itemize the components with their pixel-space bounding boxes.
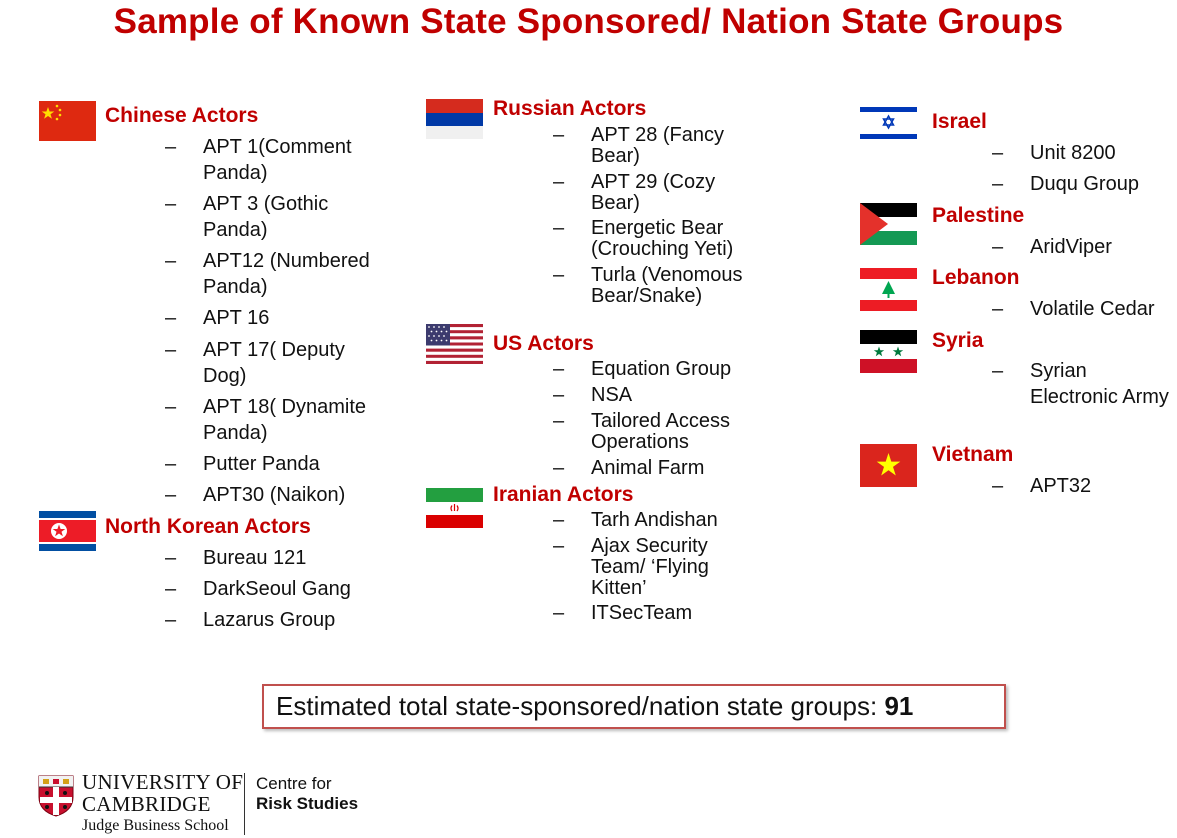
- israel-flag-icon: [860, 104, 917, 142]
- north-korea-flag-icon: [39, 511, 96, 551]
- total-estimate-label: Estimated total state-sponsored/nation s…: [276, 691, 885, 721]
- usa-flag-icon: [426, 324, 483, 364]
- group-heading-russian: Russian Actors: [493, 97, 647, 120]
- lebanon-flag-icon: [860, 268, 917, 311]
- logo-divider: [244, 773, 245, 835]
- palestine-flag-icon: [860, 203, 917, 245]
- russia-flag-icon: [426, 99, 483, 139]
- vietnam-flag-icon: [860, 444, 917, 487]
- university-name-line2: CAMBRIDGE: [82, 792, 211, 816]
- group-heading-iranian: Iranian Actors: [493, 483, 634, 506]
- total-estimate-value: 91: [884, 691, 914, 721]
- school-name: Judge Business School: [82, 817, 229, 834]
- group-heading-us: US Actors: [493, 332, 594, 355]
- group-heading-north-korean: North Korean Actors: [105, 515, 311, 538]
- group-heading-chinese: Chinese Actors: [105, 104, 259, 127]
- cambridge-crest-icon: [38, 775, 74, 817]
- university-name-line1: UNIVERSITY OF: [82, 770, 244, 794]
- group-heading-israel: Israel: [932, 110, 987, 133]
- group-heading-palestine: Palestine: [932, 204, 1025, 227]
- footer-logo: UNIVERSITY OF CAMBRIDGE Judge Business S…: [38, 771, 368, 837]
- page-title: Sample of Known State Sponsored/ Nation …: [113, 2, 1064, 41]
- group-heading-lebanon: Lebanon: [932, 266, 1020, 289]
- centre-name-line2: Risk Studies: [256, 794, 359, 813]
- iran-flag-icon: [426, 488, 483, 528]
- china-flag-icon: [39, 101, 96, 141]
- syria-flag-icon: [860, 330, 917, 373]
- group-heading-syria: Syria: [932, 329, 984, 352]
- centre-name-line1: Centre for: [256, 774, 332, 793]
- group-heading-vietnam: Vietnam: [932, 443, 1014, 466]
- total-estimate-box: Estimated total state-sponsored/nation s…: [262, 684, 1006, 729]
